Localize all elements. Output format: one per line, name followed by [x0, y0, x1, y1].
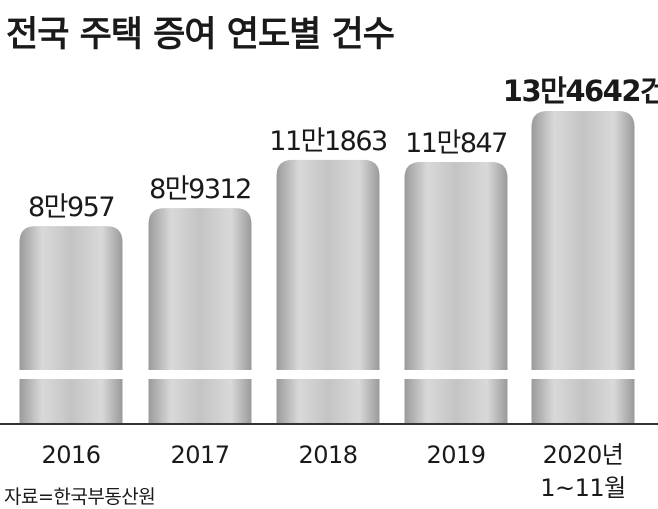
axis-break-band	[530, 370, 636, 379]
axis-break-band	[403, 370, 509, 379]
category-label-3: 2019	[426, 441, 485, 469]
axis-break-band	[18, 370, 124, 379]
category-label-2: 2018	[298, 441, 357, 469]
category-label-1: 2017	[170, 441, 229, 469]
category-label-4-line2: 1~11월	[540, 474, 626, 502]
category-label-0: 2016	[41, 441, 100, 469]
bar-4	[531, 111, 635, 423]
bar-2	[276, 159, 380, 423]
value-label-4: 13만4642건	[503, 74, 658, 108]
bar-0	[19, 226, 123, 423]
value-label-1: 8만9312	[149, 174, 251, 205]
axis-break-band	[275, 370, 381, 379]
source-note: 자료=한국부동산원	[4, 486, 156, 508]
chart-title: 전국 주택 증여 연도별 건수	[6, 15, 395, 55]
bar-1	[148, 208, 252, 423]
axis-break-band	[147, 370, 253, 379]
value-label-2: 11만1863	[269, 126, 387, 157]
value-label-3: 11만847	[405, 128, 507, 159]
bar-3	[404, 162, 508, 423]
category-label-4: 2020년	[543, 441, 624, 469]
value-label-0: 8만957	[28, 192, 114, 223]
